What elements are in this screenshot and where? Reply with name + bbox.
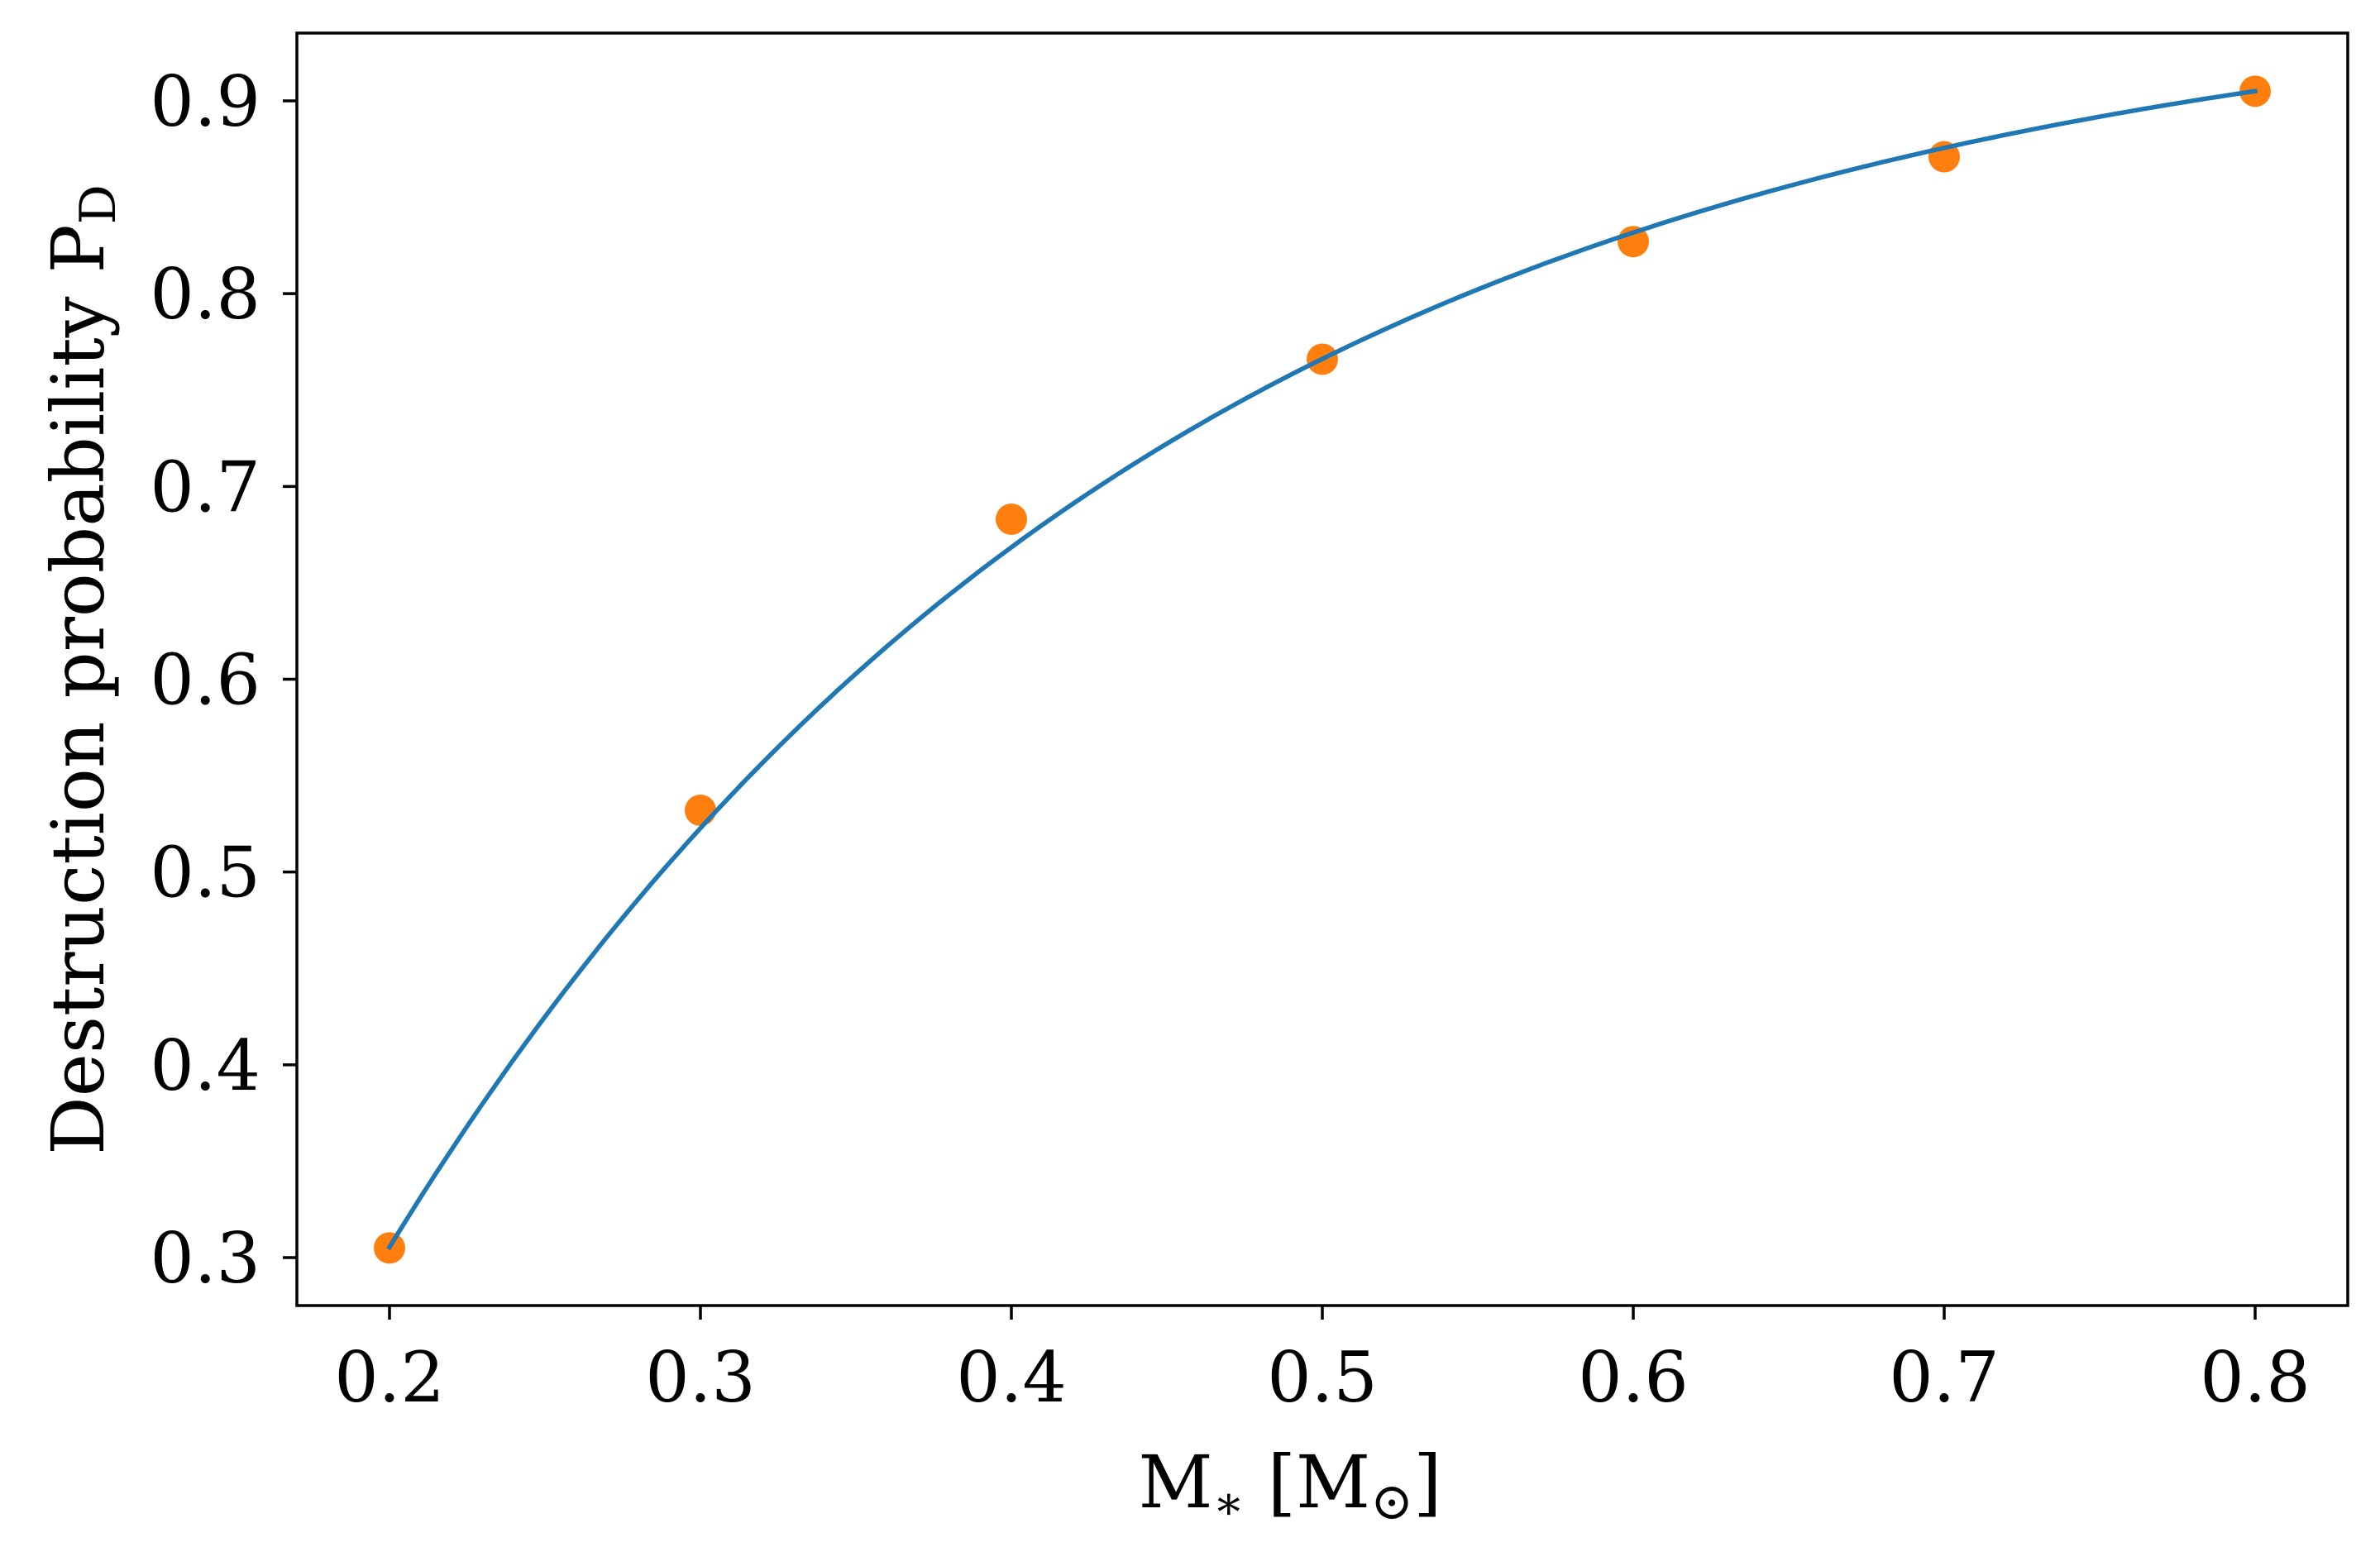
data-point	[996, 503, 1027, 535]
data-point	[685, 795, 716, 827]
x-tick-label: 0.5	[1267, 1337, 1378, 1418]
y-tick-label: 0.5	[150, 833, 260, 914]
x-tick-label: 0.6	[1578, 1337, 1689, 1418]
y-tick-label: 0.6	[150, 640, 260, 721]
y-tick-label: 0.4	[150, 1025, 260, 1106]
x-tick-label: 0.2	[334, 1337, 445, 1418]
x-axis-label-unit-subscript: ⊙	[1370, 1471, 1413, 1531]
x-axis-ticks: 0.2 0.3 0.4 0.5 0.6 0.7 0.8	[334, 1306, 2311, 1418]
y-axis-label-main: Destruction probability P	[36, 224, 121, 1155]
axes-frame	[295, 31, 2349, 1307]
y-axis-label: Destruction probability PD	[36, 184, 127, 1155]
x-axis-label-subscript: ∗	[1213, 1477, 1245, 1530]
y-tick-label: 0.3	[150, 1218, 260, 1299]
x-tick-label: 0.8	[2200, 1337, 2311, 1418]
x-axis-label: M∗ [M⊙]	[1139, 1439, 1442, 1531]
fit-curve	[386, 88, 2258, 1251]
x-tick-label: 0.3	[645, 1337, 756, 1418]
y-tick-label: 0.7	[150, 446, 260, 528]
x-axis-label-unit-close: ]	[1413, 1439, 1441, 1525]
y-tick-label: 0.8	[150, 254, 260, 335]
y-axis-ticks: 0.3 0.4 0.5 0.6 0.7 0.8 0.9	[150, 61, 297, 1299]
y-tick-label: 0.9	[150, 61, 260, 142]
x-axis-label-unit-open: [M	[1245, 1439, 1370, 1525]
x-axis-label-main: M	[1139, 1439, 1213, 1525]
y-axis-label-subscript: D	[69, 184, 127, 224]
x-tick-label: 0.4	[956, 1337, 1067, 1418]
x-tick-label: 0.7	[1889, 1337, 2000, 1418]
